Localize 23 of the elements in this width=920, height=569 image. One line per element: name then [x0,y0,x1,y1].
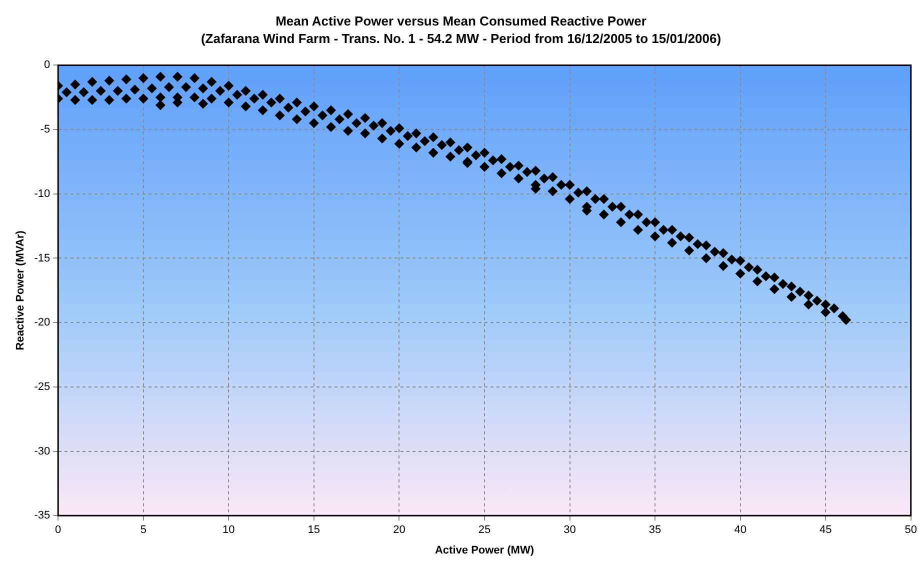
x-tick-label: 45 [819,524,832,536]
y-tick-label: -30 [34,445,50,458]
y-tick-label: -10 [34,188,50,200]
y-tick-label: -35 [34,510,50,522]
x-tick-label: 30 [564,524,576,536]
chart-subtitle: (Zafarana Wind Farm - Trans. No. 1 - 54.2 MW - Period from 16/12/2005 to 15/01/2006) [200,30,722,46]
y-tick-label: -25 [34,380,50,393]
x-tick-label: 50 [904,524,918,536]
x-tick-label: 20 [393,524,406,536]
x-tick-label: 0 [55,524,62,536]
x-tick-label: 35 [648,524,662,536]
chart-title: Mean Active Power versus Mean Consumed Reactive Power [276,13,646,28]
y-tick-label: -15 [34,252,50,264]
x-tick-label: 40 [734,524,746,536]
x-tick-label: 10 [222,524,235,536]
y-tick-label: -20 [34,316,50,329]
x-tick-label: 15 [308,524,320,536]
y-axis-title: Reactive Power (MVAr) [14,230,27,350]
y-tick-label: -5 [40,124,50,136]
x-tick-label: 25 [478,524,491,536]
y-tick-label: 0 [44,59,50,72]
x-tick-label: 5 [140,524,146,536]
x-axis-title: Active Power (MW) [434,544,534,556]
